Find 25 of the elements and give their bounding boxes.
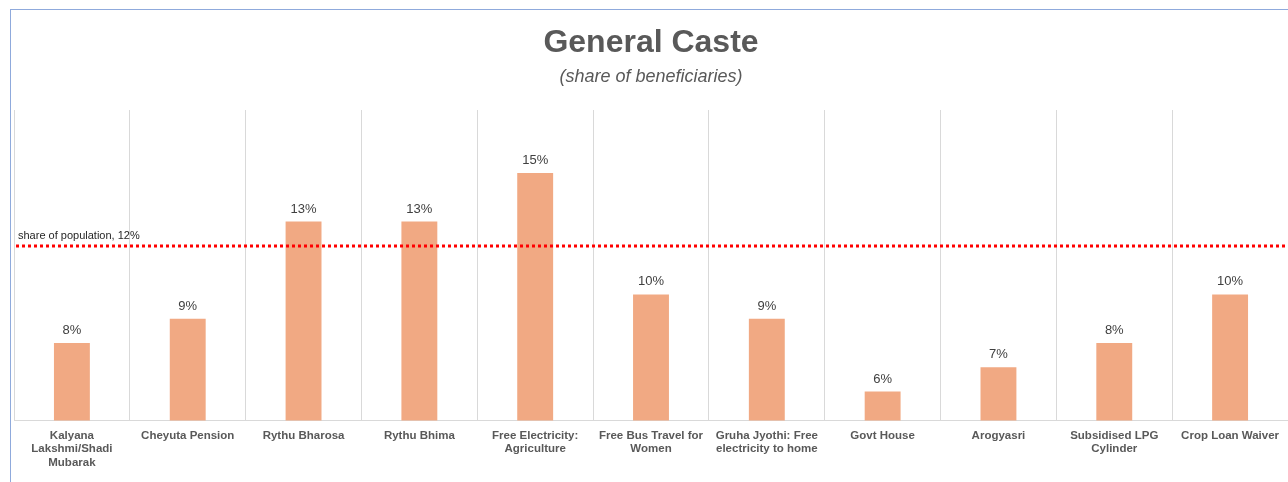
data-label: 8% bbox=[62, 322, 82, 338]
chart-title: General Caste bbox=[543, 23, 759, 60]
data-label: 10% bbox=[637, 273, 665, 289]
data-label: 9% bbox=[757, 297, 777, 313]
data-label: 8% bbox=[1104, 322, 1125, 338]
data-label: 10% bbox=[1217, 273, 1244, 289]
data-label: 6% bbox=[873, 370, 893, 386]
chart-subtitle: (share of beneficiaries) bbox=[559, 66, 743, 87]
x-tick-label: Cheyuta Pension bbox=[141, 428, 235, 441]
x-tick-label: Subsidised LPG Cylinder bbox=[1070, 428, 1159, 455]
ref-line-label: share of population, 12% bbox=[18, 229, 140, 242]
data-label: 15% bbox=[522, 152, 549, 168]
x-tick-label: Rythu Bhima bbox=[383, 428, 456, 441]
x-tick-label: Free Electricity: Agriculture bbox=[492, 428, 579, 455]
data-label: 9% bbox=[178, 297, 198, 313]
x-tick-label: Crop Loan Waiver bbox=[1181, 428, 1280, 441]
x-tick-label: Gruha Jyothi: Free electricity to home bbox=[715, 428, 818, 455]
data-label: 13% bbox=[290, 200, 317, 216]
x-tick-label: Arogyasri bbox=[971, 428, 1026, 441]
x-tick-label: Govt House bbox=[850, 428, 915, 441]
data-label: 13% bbox=[406, 200, 433, 216]
x-tick-label: Kalyana Lakshmi/Shadi Mubarak bbox=[31, 428, 113, 469]
data-label: 7% bbox=[989, 346, 1009, 362]
x-tick-label: Free Bus Travel for Women bbox=[598, 428, 704, 455]
x-tick-label: Rythu Bharosa bbox=[262, 428, 346, 441]
